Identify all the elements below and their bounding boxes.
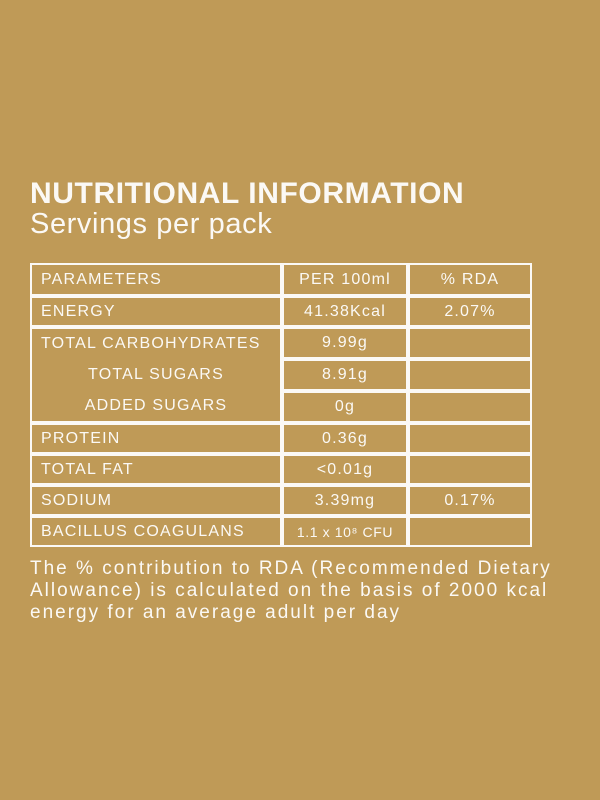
total-fat-per-100ml: <0.01g — [282, 454, 408, 485]
col-header-per-100ml: PER 100ml — [282, 263, 408, 296]
title-block: NUTRITIONAL INFORMATION Servings per pac… — [30, 178, 570, 239]
total-sugars-label: TOTAL SUGARS — [88, 366, 224, 383]
added-sugars-rda — [408, 391, 532, 423]
table-row-added-sugars: 0g — [30, 391, 532, 423]
table-row-total-sugars: 8.91g — [30, 359, 532, 391]
protein-rda — [408, 423, 532, 454]
carbohydrates-per-100ml: 9.99g — [282, 327, 408, 359]
table-header-row: PARAMETERS PER 100ml % RDA — [30, 263, 532, 296]
total-fat-rda — [408, 454, 532, 485]
total-sugars-per-100ml: 8.91g — [282, 359, 408, 391]
carbohydrates-label: TOTAL CARBOHYDRATES — [41, 335, 261, 352]
footnote-line-1: The % contribution to RDA (Recommended D… — [30, 558, 552, 579]
table-row-total-fat: TOTAL FAT <0.01g — [30, 454, 532, 485]
energy-label: ENERGY — [30, 296, 282, 327]
added-sugars-label: ADDED SUGARS — [84, 397, 228, 414]
page-title: NUTRITIONAL INFORMATION — [30, 177, 465, 210]
energy-rda: 2.07% — [408, 296, 532, 327]
table-row-sodium: SODIUM 3.39mg 0.17% — [30, 485, 532, 516]
sodium-label: SODIUM — [30, 485, 282, 516]
sodium-per-100ml: 3.39mg — [282, 485, 408, 516]
table-row-energy: ENERGY 41.38Kcal 2.07% — [30, 296, 532, 327]
bacillus-coagulans-per-100ml: 1.1 x 10⁸ CFU — [282, 516, 408, 547]
nutrition-label: NUTRITIONAL INFORMATION Servings per pac… — [30, 178, 570, 624]
carbohydrates-rda — [408, 327, 532, 359]
protein-per-100ml: 0.36g — [282, 423, 408, 454]
nutrition-table: PARAMETERS PER 100ml % RDA ENERGY 41.38K… — [30, 263, 532, 547]
col-header-rda: % RDA — [408, 263, 532, 296]
table-row-bacillus-coagulans: BACILLUS COAGULANS 1.1 x 10⁸ CFU — [30, 516, 532, 547]
protein-label: PROTEIN — [30, 423, 282, 454]
footnote-line-2: Allowance) is calculated on the basis of… — [30, 580, 549, 601]
bacillus-coagulans-rda — [408, 516, 532, 547]
total-sugars-rda — [408, 359, 532, 391]
table-row-protein: PROTEIN 0.36g — [30, 423, 532, 454]
carbohydrates-label-group: TOTAL CARBOHYDRATES TOTAL SUGARS ADDED S… — [30, 327, 282, 423]
rda-footnote: The % contribution to RDA (Recommended D… — [30, 558, 570, 624]
col-header-parameters: PARAMETERS — [30, 263, 282, 296]
footnote-line-3: energy for an average adult per day — [30, 602, 402, 623]
total-fat-label: TOTAL FAT — [30, 454, 282, 485]
energy-per-100ml: 41.38Kcal — [282, 296, 408, 327]
table-row-carbohydrates: TOTAL CARBOHYDRATES TOTAL SUGARS ADDED S… — [30, 327, 532, 423]
page-subtitle: Servings per pack — [30, 208, 273, 240]
sodium-rda: 0.17% — [408, 485, 532, 516]
added-sugars-per-100ml: 0g — [282, 391, 408, 423]
bacillus-coagulans-label: BACILLUS COAGULANS — [30, 516, 282, 547]
